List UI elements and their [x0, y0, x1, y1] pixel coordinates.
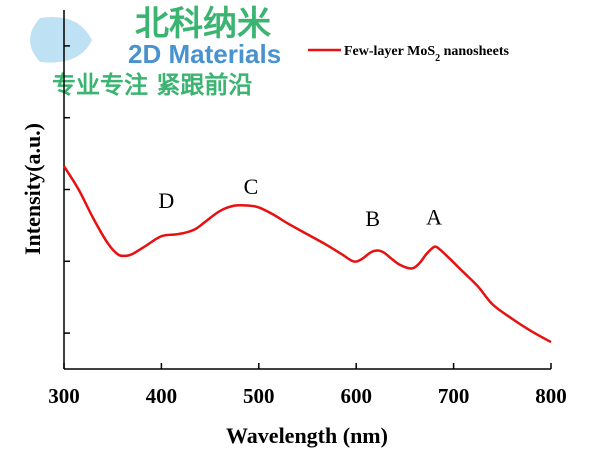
watermark-logo: 北科纳米 2D Materials 专业专注 紧跟前沿: [30, 4, 281, 99]
x-tick-label: 500: [243, 384, 275, 408]
series-layer: [62, 165, 552, 344]
y-axis-title: Intensity(a.u.): [20, 123, 45, 255]
watermark-brand-en: 2D Materials: [128, 39, 281, 69]
peak-label: D: [158, 188, 174, 213]
peak-label: C: [244, 174, 259, 199]
y-axis-ticks: [64, 45, 70, 334]
legend: Few-layer MoS2 nanosheets: [308, 44, 510, 64]
peak-annotations: D C B A: [158, 174, 442, 231]
logo-mark-icon: [30, 16, 92, 63]
peak-label: B: [365, 206, 380, 231]
watermark-slogan-cn: 专业专注 紧跟前沿: [52, 71, 252, 99]
series-line: [62, 165, 552, 344]
x-axis-title: Wavelength (nm): [226, 423, 388, 448]
x-tick-label: 700: [438, 384, 470, 408]
x-tick-label: 300: [48, 384, 80, 408]
peak-label: A: [426, 204, 442, 229]
x-tick-label: 400: [146, 384, 178, 408]
legend-label: Few-layer MoS2 nanosheets: [344, 44, 510, 64]
x-axis-ticks: 300 400 500 600 700 800: [48, 363, 567, 408]
watermark-brand-cn: 北科纳米: [135, 4, 271, 44]
x-tick-label: 800: [535, 384, 567, 408]
x-tick-label: 600: [340, 384, 372, 408]
